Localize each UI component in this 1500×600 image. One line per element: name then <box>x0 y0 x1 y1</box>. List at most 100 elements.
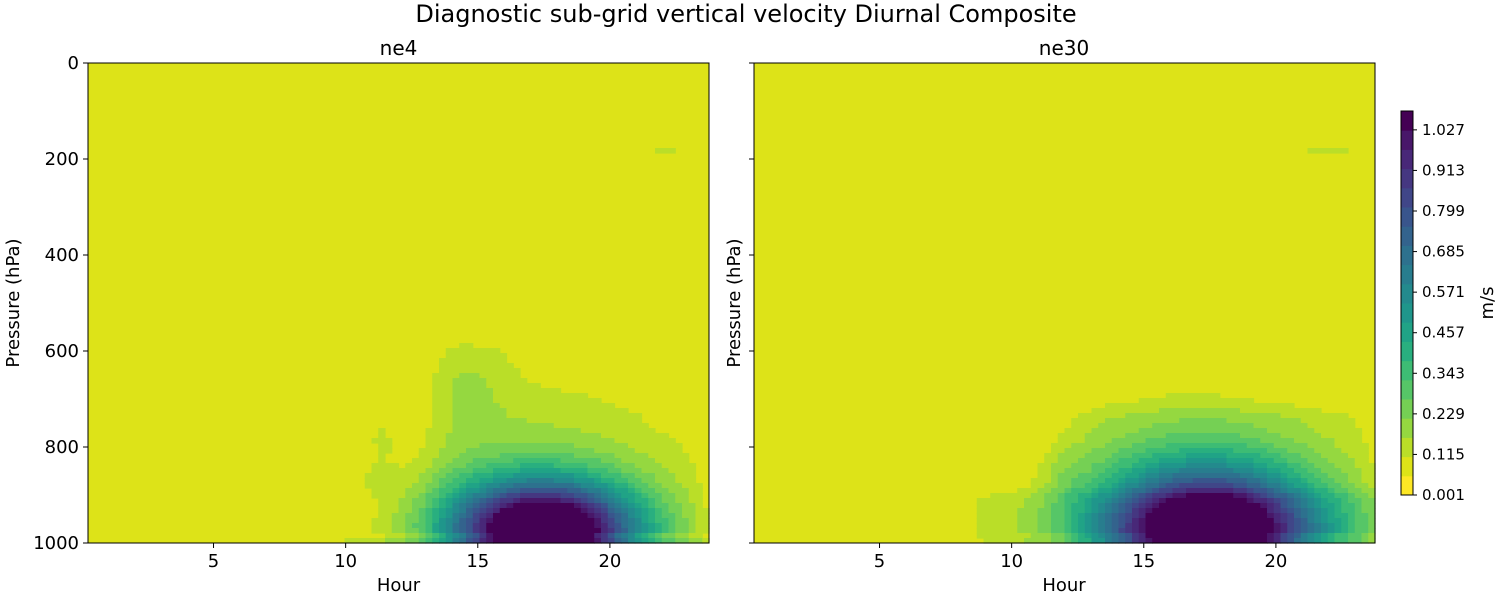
contour-cell <box>398 498 413 504</box>
contour-cell <box>655 508 663 514</box>
contour-cell <box>668 523 676 529</box>
contour-cell <box>1091 513 1099 519</box>
contour-cell <box>1084 453 1113 459</box>
colorbar-bin <box>1401 399 1413 419</box>
contour-cell <box>1030 483 1045 489</box>
contour-cell <box>466 503 474 509</box>
contour-cell <box>1044 493 1059 499</box>
colorbar-tick-label: 0.115 <box>1422 445 1465 463</box>
contour-cell <box>1145 518 1275 524</box>
colorbar-tick-label: 0.343 <box>1422 364 1465 382</box>
contour-cell <box>1132 493 1140 499</box>
contour-cell <box>452 403 501 409</box>
contour-cell <box>445 528 454 534</box>
contour-cell <box>412 458 433 464</box>
contour-cell <box>1071 463 1093 469</box>
contour-cell <box>526 418 643 424</box>
contour-cell <box>1294 538 1302 544</box>
contour-cell <box>425 468 440 474</box>
colorbar-ticks: 0.001 0.115 0.229 0.343 0.457 0.571 0.685 0.799… <box>1413 121 1465 504</box>
contour-cell <box>682 508 697 514</box>
contour-cell <box>1267 498 1275 504</box>
contour-cell <box>695 518 710 524</box>
contour-cell <box>695 523 710 529</box>
contour-cell <box>364 483 413 489</box>
contour-cell <box>1138 483 1147 489</box>
contour-cell <box>1354 503 1363 509</box>
contour-cell <box>385 533 406 539</box>
contour-cell <box>607 483 616 489</box>
y-tick-label: 400 <box>45 245 79 266</box>
contour-cell <box>655 533 663 539</box>
contour-cell <box>1078 413 1126 419</box>
contour-cell <box>1321 468 1342 474</box>
contour-cell <box>1280 538 1288 544</box>
contour-cell <box>1307 488 1315 494</box>
contour-cell <box>418 513 427 519</box>
contour-cell <box>1280 523 1288 529</box>
contour-cell <box>1300 478 1309 484</box>
contour-cell <box>452 508 460 514</box>
contour-cell <box>628 443 683 449</box>
contour-cell <box>580 483 595 489</box>
contour-cell <box>452 533 460 539</box>
contour-cell <box>1145 493 1153 499</box>
contour-cell <box>1138 538 1147 544</box>
contour-cell <box>1132 533 1140 539</box>
contour-cell <box>567 488 582 494</box>
contour-cell <box>976 528 1018 534</box>
contour-cell <box>371 438 393 444</box>
contour-cell <box>452 493 460 499</box>
contour-cell <box>634 498 649 504</box>
contour-cell <box>479 508 487 514</box>
contour-cell <box>499 503 508 509</box>
contour-cell <box>1172 478 1194 484</box>
contour-cell <box>459 453 501 459</box>
contour-cell <box>976 518 1018 524</box>
contour-cell <box>1024 503 1045 509</box>
contour-cell <box>1314 503 1322 509</box>
contour-cell <box>1287 508 1295 514</box>
contour-cell <box>1051 518 1066 524</box>
contour-cell <box>1030 478 1052 484</box>
contour-cell <box>452 378 487 384</box>
contour-cell <box>1105 523 1113 529</box>
contour-cell <box>1368 483 1376 489</box>
contour-cell <box>432 413 454 419</box>
contour-cell <box>1091 463 1113 469</box>
contour-cell <box>702 538 710 544</box>
contour-cell <box>655 478 676 484</box>
contour-cell <box>1334 533 1349 539</box>
contour-cell <box>452 398 494 404</box>
contour-cell <box>695 508 710 514</box>
contour-cell <box>520 463 555 469</box>
contour-cell <box>1186 458 1228 464</box>
contour-cell <box>628 503 636 509</box>
contour-cell <box>412 508 420 514</box>
contour-cell <box>1307 508 1315 514</box>
contour-cell <box>452 488 460 494</box>
contour-cell <box>1246 488 1255 494</box>
contour-cell <box>452 418 528 424</box>
contour-cell <box>1334 503 1342 509</box>
contour-cell <box>574 503 582 509</box>
contour-cell <box>661 533 676 539</box>
contour-cell <box>1307 533 1315 539</box>
contour-cell <box>1098 533 1106 539</box>
contour-cell <box>1354 458 1369 464</box>
colorbar-bin <box>1401 207 1413 227</box>
contour-cell <box>1300 528 1309 534</box>
contour-cell <box>668 488 690 494</box>
contour-cell <box>405 528 420 534</box>
contour-cell <box>1368 528 1376 534</box>
contour-cell <box>621 528 629 534</box>
contour-cell <box>1287 538 1295 544</box>
contour-cell <box>607 533 616 539</box>
contour-cell <box>405 493 420 499</box>
contour-cell <box>1348 493 1356 499</box>
contour-cell <box>607 488 616 494</box>
contour-cell <box>439 528 447 534</box>
contour-cell <box>1334 488 1349 494</box>
contour-cell <box>1307 528 1315 534</box>
contour-cell <box>459 473 474 479</box>
